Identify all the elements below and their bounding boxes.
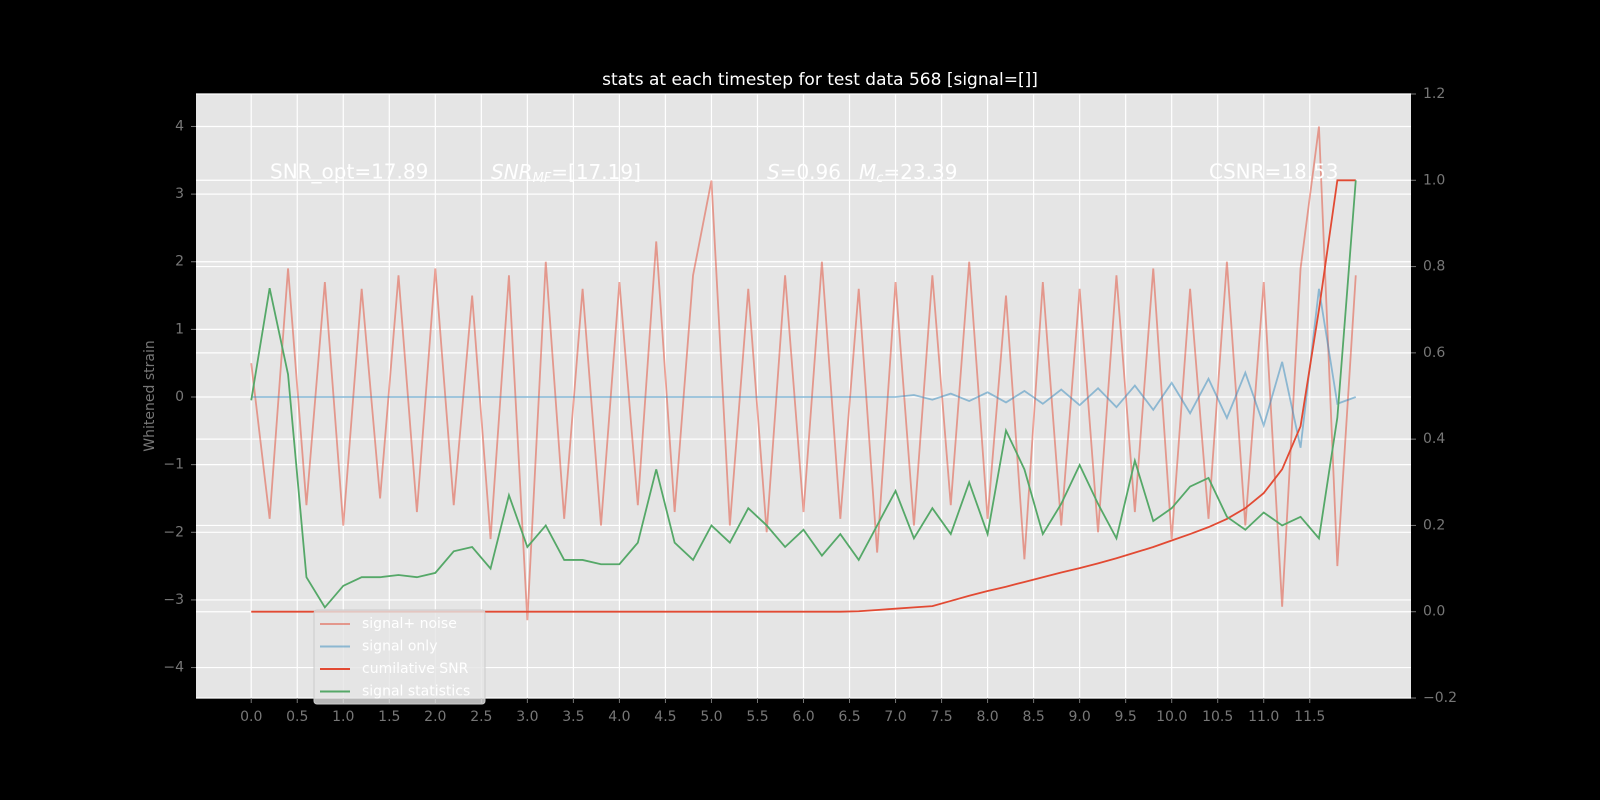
x-tick-label: 8.0 (976, 709, 998, 725)
x-tick-label: 5.0 (700, 709, 722, 725)
series-line (250, 126, 1357, 621)
x-tick-label: 10.0 (1156, 709, 1187, 725)
x-tick-label: 4.0 (608, 709, 630, 725)
x-tick-label: 9.0 (1069, 709, 1091, 725)
x-tick-label: 2.5 (470, 709, 492, 725)
x-tick-label: 7.0 (884, 709, 906, 725)
y2-tick-label: 0.6 (1423, 345, 1445, 361)
y-tick-label: −1 (163, 457, 184, 473)
series-line (250, 180, 1357, 609)
annotation-text: =[17.19] (551, 160, 641, 184)
annotation: Mc=23.39 (859, 160, 957, 186)
x-tick-label: 8.5 (1022, 709, 1044, 725)
x-tick-label: 3.0 (516, 709, 538, 725)
annotation-base: S (767, 160, 780, 184)
annotation: CSNR=18.53 (1209, 160, 1339, 184)
x-tick-label: 11.0 (1248, 709, 1279, 725)
series-line (251, 288, 1357, 448)
y2-tick-label: 0.4 (1423, 431, 1445, 447)
legend-label: cumilative SNR (362, 661, 469, 677)
y-tick-label: −2 (163, 524, 184, 540)
annotation: SNRMF=[17.19] (491, 160, 641, 186)
y-tick-label: −3 (163, 592, 184, 608)
x-tick-label: 6.5 (838, 709, 860, 725)
legend-label: signal+ noise (362, 616, 457, 632)
y2-tick-label: 0.0 (1423, 604, 1445, 620)
x-tick-label: 11.5 (1294, 709, 1325, 725)
annotation-text: =23.39 (883, 160, 957, 184)
x-tick-label: 3.5 (562, 709, 584, 725)
legend: signal+ noise signal only cumilative SNR si… (313, 609, 486, 705)
x-tick-label: 5.5 (746, 709, 768, 725)
x-tick-label: 10.5 (1202, 709, 1233, 725)
y-axis-label: Whitened strain (142, 340, 158, 451)
x-tick-label: 6.0 (792, 709, 814, 725)
chart-title: stats at each timestep for test data 568… (602, 70, 1038, 90)
y2-tick-label: 1.0 (1423, 172, 1445, 188)
annotation: SNR_opt=17.89 (270, 160, 428, 184)
y-tick-label: 2 (175, 254, 184, 270)
annotation-sub: c (876, 171, 883, 186)
y-tick-label: −4 (163, 660, 184, 676)
y-tick-label: 4 (175, 118, 184, 134)
annotation: S=0.96 (767, 160, 841, 184)
x-tick-label: 0.0 (240, 709, 262, 725)
x-tick-label: 2.0 (424, 709, 446, 725)
y-tick-label: 1 (175, 321, 184, 337)
x-tick-label: 1.5 (378, 709, 400, 725)
annotation-base: SNR (491, 160, 533, 184)
legend-label: signal only (362, 639, 437, 655)
x-tick-label: 7.5 (930, 709, 952, 725)
y2-tick-label: 1.2 (1423, 86, 1445, 102)
x-tick-label: 1.0 (332, 709, 354, 725)
y2-tick-label: −0.2 (1423, 690, 1457, 706)
y2-tick-label: 0.2 (1423, 517, 1445, 533)
annotation-base: M (859, 160, 876, 184)
annotation-text: =0.96 (780, 160, 841, 184)
y-tick-label: 0 (175, 389, 184, 405)
x-tick-label: 4.5 (654, 709, 676, 725)
y2-tick-label: 0.8 (1423, 259, 1445, 275)
y-tick-label: 3 (175, 186, 184, 202)
x-tick-label: 9.5 (1115, 709, 1137, 725)
x-tick-label: 0.5 (286, 709, 308, 725)
annotation-sub: MF (533, 171, 552, 186)
legend-box (313, 609, 486, 705)
legend-label: signal statistics (362, 684, 470, 700)
